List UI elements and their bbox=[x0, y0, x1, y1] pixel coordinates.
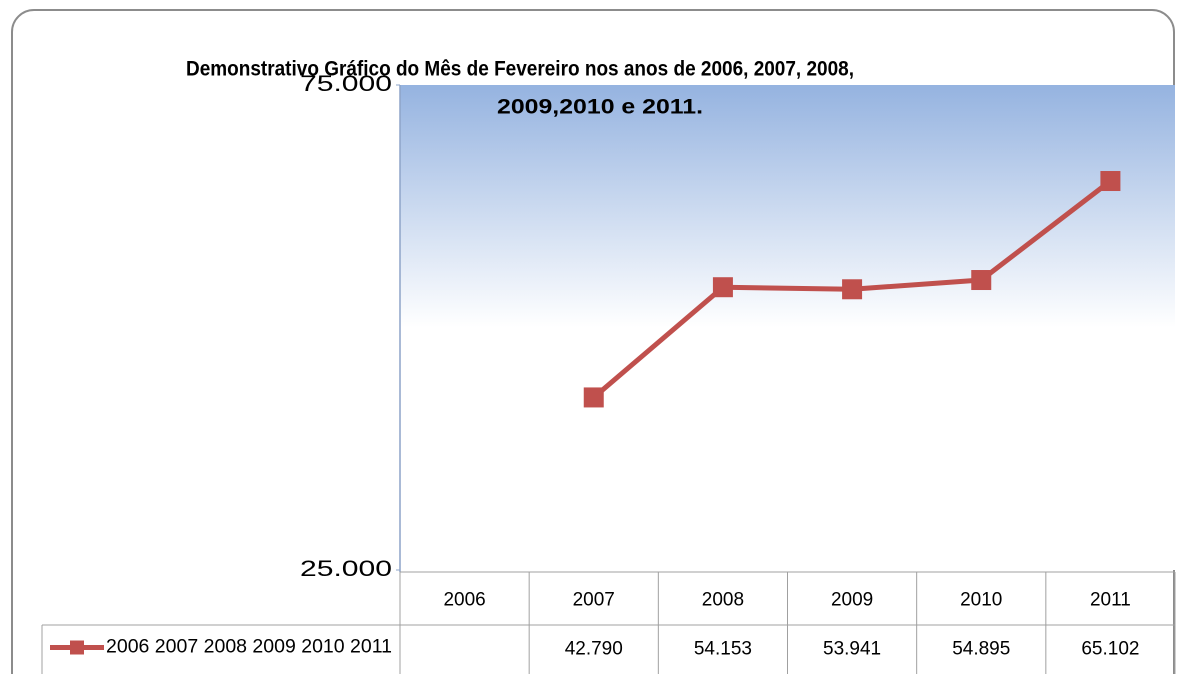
data-label: 53.941 bbox=[823, 639, 881, 660]
y-tick-label: 25.000 bbox=[300, 556, 392, 581]
chart-title: 2009,2010 e 2011. bbox=[497, 96, 703, 119]
plot bbox=[583, 171, 1121, 408]
marker bbox=[712, 277, 733, 298]
legend-marker bbox=[70, 640, 84, 655]
x-tick-label: 2011 bbox=[1090, 590, 1131, 611]
marker bbox=[842, 279, 863, 300]
x-tick-label: 2008 bbox=[702, 590, 744, 611]
marker bbox=[583, 387, 604, 408]
marker bbox=[1100, 171, 1121, 192]
x-tick-label: 2009 bbox=[831, 590, 873, 611]
data-label: 65.102 bbox=[1081, 639, 1139, 660]
y-tick-label: 75.000 bbox=[300, 71, 392, 96]
data-label: 42.790 bbox=[565, 639, 623, 660]
marker bbox=[971, 270, 992, 291]
legend-label: 2006 2007 2008 2009 2010 2011 bbox=[106, 637, 392, 658]
chart-title: Demonstrativo Gráfico do Mês de Fevereir… bbox=[186, 58, 854, 81]
x-tick-label: 2007 bbox=[573, 590, 615, 611]
x-tick-label: 2006 bbox=[443, 590, 485, 611]
data-label: 54.153 bbox=[694, 639, 752, 660]
x-tick-label: 2010 bbox=[960, 590, 1002, 611]
plot-area bbox=[400, 85, 1175, 570]
data-label: 54.895 bbox=[952, 639, 1010, 660]
